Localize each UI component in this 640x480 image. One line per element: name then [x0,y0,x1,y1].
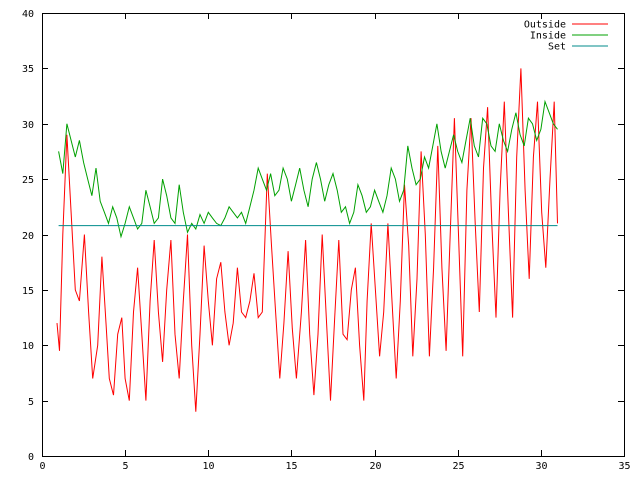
legend-label-set: Set [548,42,566,53]
y-tick-label: 15 [22,286,34,297]
axis-ticks: 0 5 10 15 20 25 30 35 0 5 10 15 20 25 30 35 40 [22,9,631,472]
x-tick-label: 10 [202,461,214,472]
series-line-inside [58,99,558,239]
y-tick-label: 30 [22,120,34,131]
x-tick-label: 5 [122,461,128,472]
series-line-outside [56,68,558,412]
x-tick-label: 0 [39,461,45,472]
series-group [56,68,558,412]
y-tick-label: 0 [28,452,34,463]
x-tick-label: 35 [618,461,630,472]
y-tick-label: 10 [22,341,34,352]
x-tick-label: 15 [285,461,297,472]
y-tick-label: 5 [28,397,34,408]
y-tick-label: 25 [22,175,34,186]
x-tick-label: 20 [369,461,381,472]
y-tick-label: 20 [22,231,34,242]
y-tick-label: 35 [22,64,34,75]
x-tick-label: 25 [452,461,464,472]
x-tick-label: 30 [535,461,547,472]
y-tick-label: 40 [22,9,34,20]
legend-label-outside: Outside [524,20,566,31]
legend-label-inside: Inside [530,31,566,42]
